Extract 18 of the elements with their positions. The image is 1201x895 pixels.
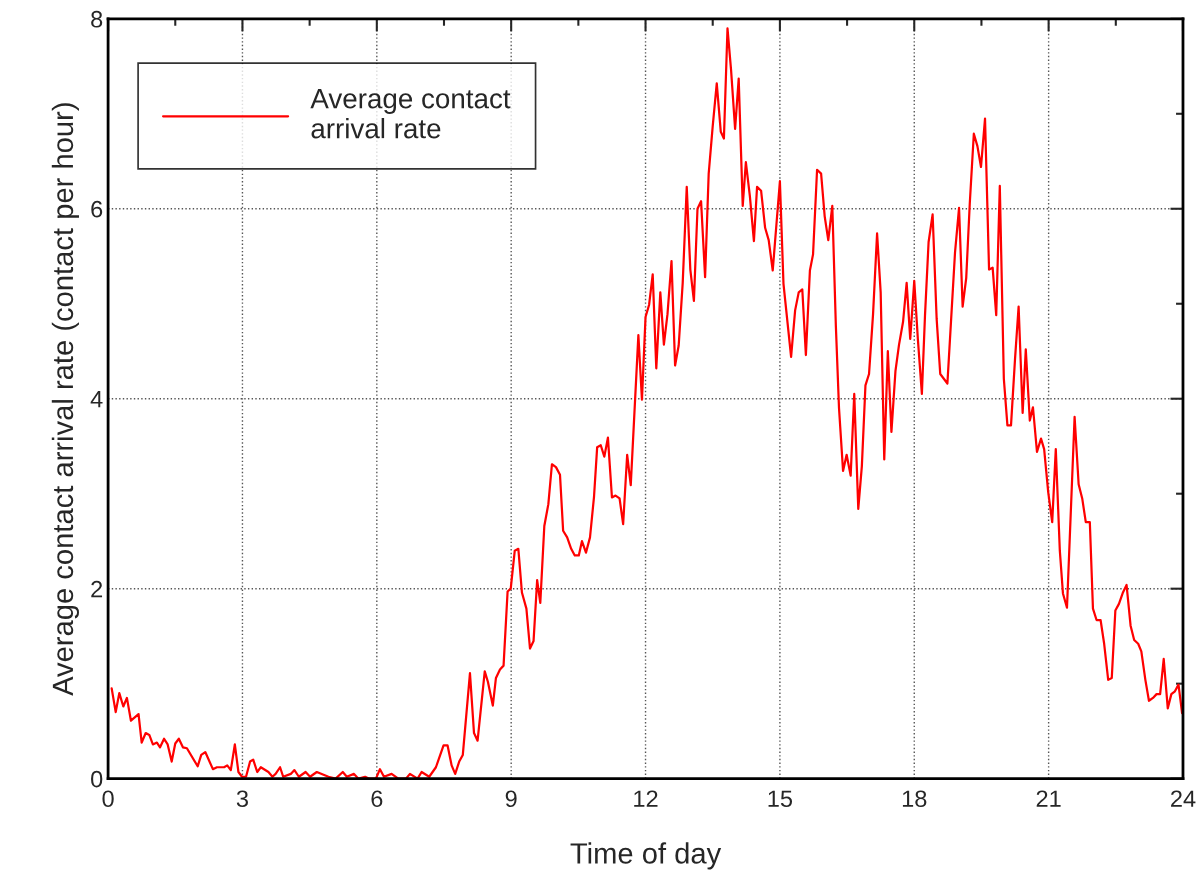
line-series	[110, 27, 1183, 779]
x-tick-label: 18	[902, 790, 927, 808]
x-tick-label: 3	[236, 790, 248, 808]
x-tick-label: 12	[634, 790, 658, 807]
x-tick-label: 9	[505, 790, 517, 808]
y-tick-label: 0	[91, 770, 103, 788]
x-tick-label: 15	[768, 790, 793, 808]
x-tick-label: 0	[102, 790, 114, 808]
x-tick-label: 21	[1036, 790, 1061, 807]
x-tick-label: 24	[1171, 790, 1196, 807]
y-tick-label: 8	[91, 10, 103, 28]
y-tick-label: 2	[91, 580, 103, 598]
y-tick-label: 4	[90, 391, 103, 408]
x-axis-title: Time of day	[570, 842, 722, 870]
legend-label: Average contact arrival rate	[310, 89, 511, 139]
y-tick-label: 6	[91, 200, 103, 218]
x-tick-label: 6	[371, 790, 383, 808]
y-axis-title: Average contact arrival rate (contact per hour)	[51, 103, 79, 696]
